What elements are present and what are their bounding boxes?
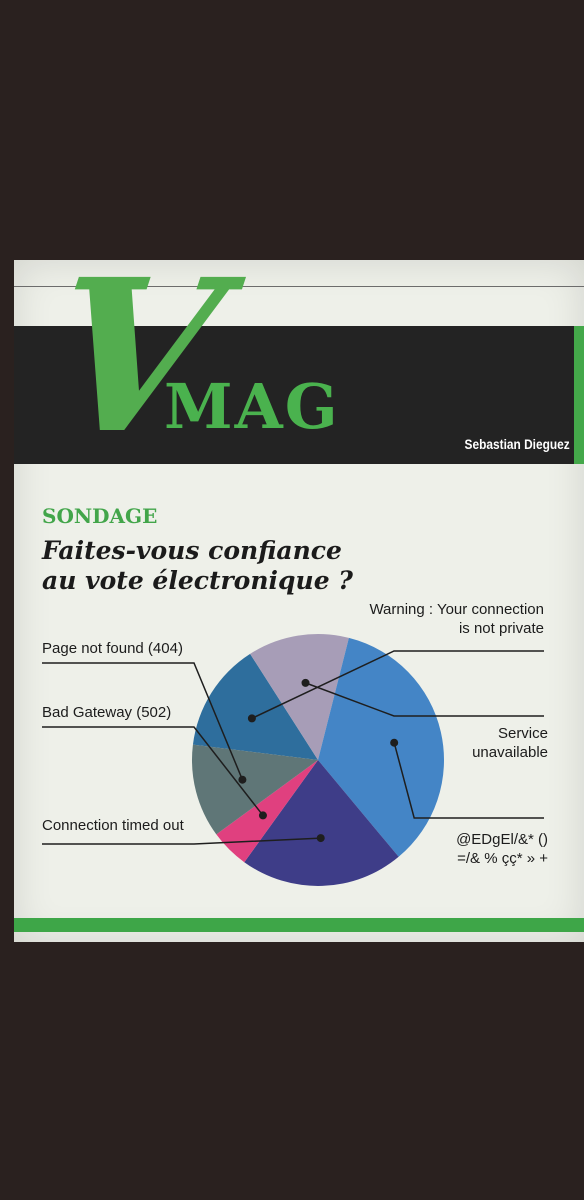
label-not-found: Page not found (404) (42, 640, 183, 657)
leader-dot-4 (258, 811, 267, 820)
leader-dot-0 (247, 714, 256, 723)
label-service-line-2: unavailable (472, 744, 548, 761)
leader-dot-5 (238, 775, 247, 784)
label-symbols: @EDgEl/&* () =/& % çç* » + (456, 830, 548, 868)
label-timeout: Connection timed out (42, 817, 184, 834)
header-band (14, 326, 584, 464)
headline: Faites-vous confiance au vote électroniq… (42, 536, 462, 596)
leader-line-5 (42, 662, 244, 780)
label-service-line-1: Service (497, 725, 548, 742)
section-label: SONDAGE (42, 504, 158, 528)
leader-line-3 (42, 837, 321, 845)
label-warning-line-2: is not private (458, 620, 544, 637)
author-name: Sebastian Dieguez (464, 436, 570, 452)
headline-line-2: au vote électronique ? (42, 566, 353, 595)
label-bad-gateway: Bad Gateway (502) (42, 704, 172, 721)
pie-chart (42, 634, 544, 886)
pie-slice-0 (192, 653, 318, 760)
headline-line-1: Faites-vous confiance (42, 536, 342, 565)
pie-slice-1 (250, 634, 349, 760)
label-service: Service unavailable (472, 724, 548, 762)
logo-mag: MAG (164, 370, 340, 443)
label-symbols-line-2: =/& % çç* » + (457, 850, 548, 867)
magazine-page: V MAG Sebastian Dieguez SONDAGE Faites-v… (14, 260, 584, 942)
leader-line-4 (42, 726, 264, 816)
bottom-bar (14, 918, 584, 932)
top-rule (14, 286, 584, 287)
leader-line-1 (305, 682, 544, 717)
pie-slice-3 (244, 760, 399, 886)
pie-slice-5 (192, 744, 318, 835)
pie-slice-4 (216, 760, 318, 863)
label-warning-line-1: Warning : Your connection (369, 601, 544, 618)
leader-line-2 (393, 742, 544, 819)
pie-slice-2 (318, 637, 444, 857)
leader-dot-3 (316, 834, 325, 843)
label-symbols-line-1: @EDgEl/&* () (456, 831, 548, 848)
leader-line-0 (251, 650, 544, 720)
leader-dot-2 (390, 738, 399, 747)
header-green-edge (574, 326, 584, 464)
label-warning: Warning : Your connection is not private (369, 600, 544, 638)
leader-dot-1 (301, 678, 310, 687)
